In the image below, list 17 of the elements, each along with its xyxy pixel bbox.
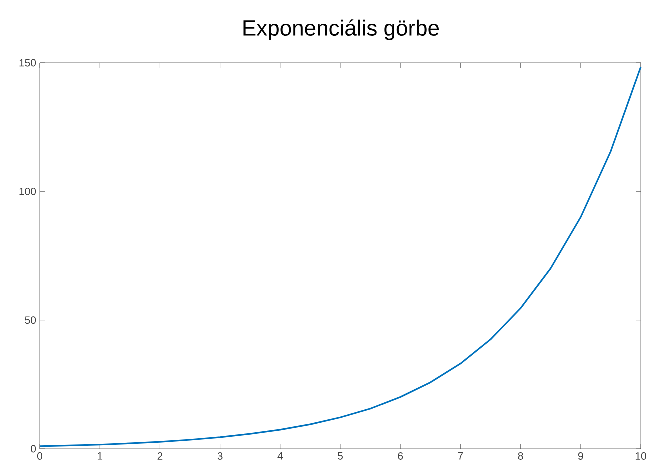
x-tick-label: 6 — [398, 452, 404, 460]
x-tick-label: 8 — [518, 452, 524, 460]
x-tick-label: 4 — [278, 452, 284, 460]
x-tick-label: 3 — [218, 452, 223, 460]
x-tick-label: 10 — [636, 452, 646, 460]
x-tick-label: 7 — [458, 452, 464, 460]
y-tick-label: 50 — [25, 316, 36, 324]
x-tick-label: 5 — [338, 452, 343, 460]
y-tick-label: 100 — [20, 188, 36, 196]
y-tick-label: 150 — [20, 59, 36, 67]
y-tick-label: 0 — [31, 445, 36, 453]
line-series — [39, 66, 642, 448]
chart-title: Exponenciális görbe — [244, 20, 440, 40]
x-tick-label: 0 — [37, 452, 42, 460]
x-tick-label: 9 — [578, 452, 584, 460]
x-tick-label: 1 — [98, 452, 103, 460]
x-tick-label: 2 — [158, 452, 163, 460]
